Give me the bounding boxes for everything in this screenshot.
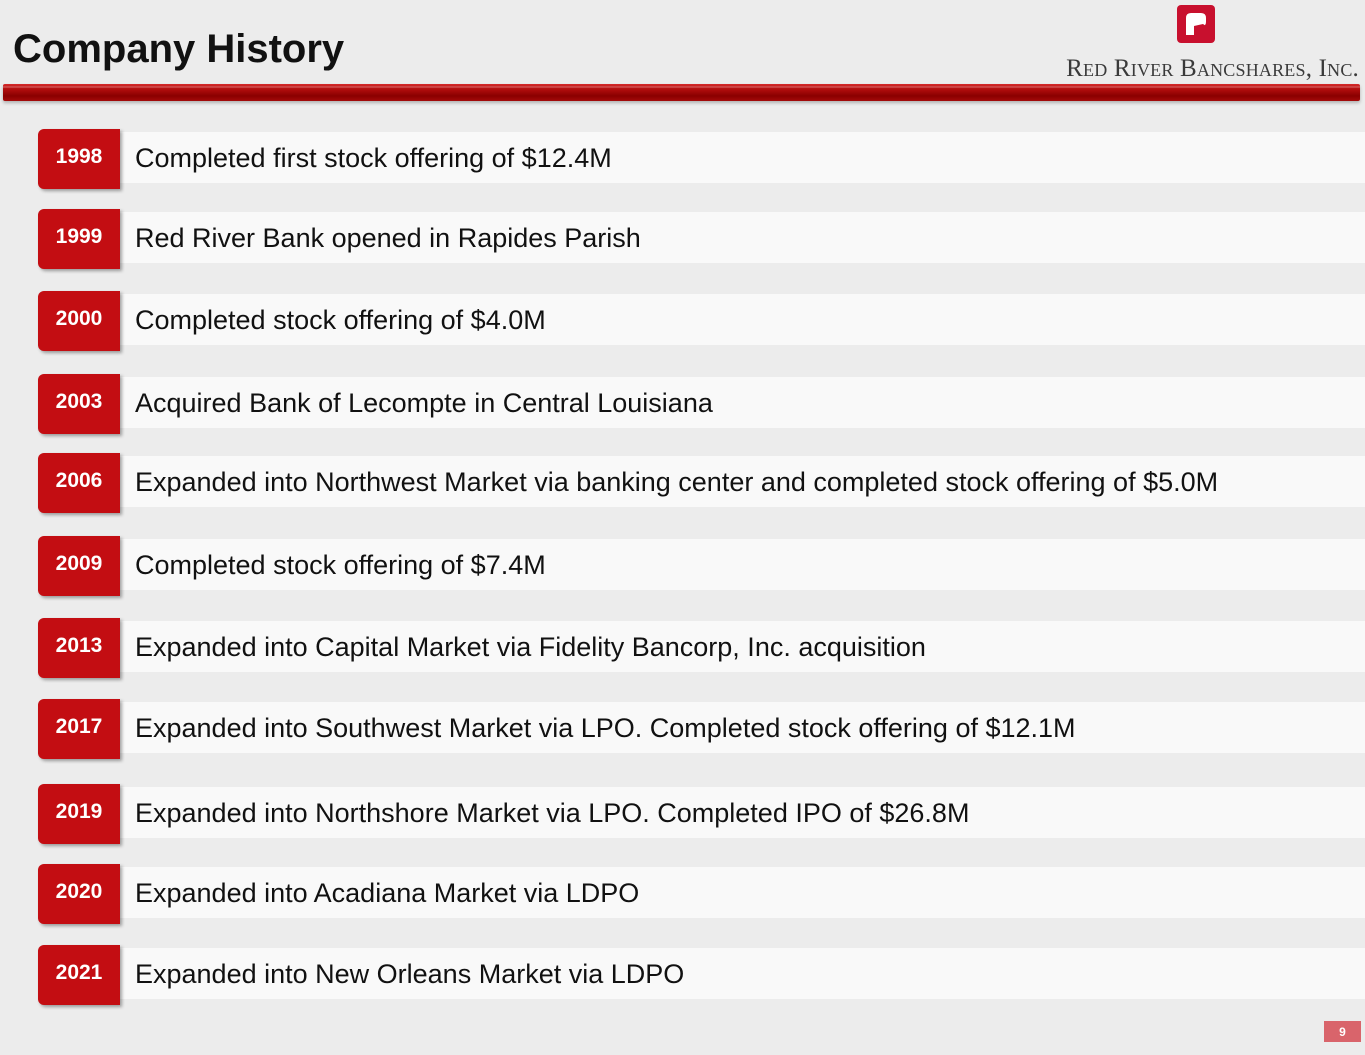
- timeline-row: 2006 Expanded into Northwest Market via b…: [0, 453, 1365, 515]
- year-badge: 2019: [38, 784, 120, 844]
- year-badge: 2000: [38, 291, 120, 351]
- year-badge: 2020: [38, 864, 120, 924]
- event-description: Expanded into Acadiana Market via LDPO: [135, 877, 640, 908]
- timeline-row: 2009 Completed stock offering of $7.4M: [0, 536, 1365, 598]
- timeline-row: 1998 Completed first stock offering of $1…: [0, 129, 1365, 191]
- event-description: Completed stock offering of $4.0M: [135, 304, 546, 335]
- year-badge: 2021: [38, 945, 120, 1005]
- timeline-row: 2019 Expanded into Northshore Market via …: [0, 784, 1365, 846]
- event-description: Red River Bank opened in Rapides Parish: [135, 222, 641, 253]
- timeline-row: 2013 Expanded into Capital Market via Fid…: [0, 618, 1365, 680]
- timeline-row: 2020 Expanded into Acadiana Market via LD…: [0, 864, 1365, 926]
- timeline-row: 2000 Completed stock offering of $4.0M: [0, 291, 1365, 353]
- company-name: Red River Bancshares, Inc.: [1066, 55, 1359, 82]
- timeline-row-bar: [80, 621, 1365, 672]
- event-description: Expanded into Northwest Market via banki…: [135, 466, 1219, 497]
- red-river-logo-icon: [1177, 5, 1215, 43]
- page-number: 9: [1324, 1021, 1361, 1042]
- header-divider: [3, 84, 1360, 101]
- page-title: Company History: [13, 27, 345, 71]
- year-badge: 1998: [38, 129, 120, 189]
- year-badge: 2013: [38, 618, 120, 678]
- event-description: Expanded into Northshore Market via LPO.…: [135, 797, 970, 828]
- timeline-row-bar: [80, 539, 1365, 590]
- timeline-row-bar: [80, 132, 1365, 183]
- year-badge: 1999: [38, 209, 120, 269]
- timeline-row-bar: [80, 294, 1365, 345]
- event-description: Acquired Bank of Lecompte in Central Lou…: [135, 387, 713, 418]
- year-badge: 2006: [38, 453, 120, 513]
- event-description: Expanded into Southwest Market via LPO. …: [135, 712, 1076, 743]
- event-description: Expanded into Capital Market via Fidelit…: [135, 631, 926, 662]
- event-description: Completed stock offering of $7.4M: [135, 549, 546, 580]
- timeline-row-bar: [80, 377, 1365, 428]
- timeline-row: 2017 Expanded into Southwest Market via L…: [0, 699, 1365, 761]
- timeline-row-bar: [80, 948, 1365, 999]
- event-description: Expanded into New Orleans Market via LDP…: [135, 958, 685, 989]
- timeline-row-bar: [80, 456, 1365, 507]
- timeline-row: 1999 Red River Bank opened in Rapides Par…: [0, 209, 1365, 271]
- timeline-row-bar: [80, 212, 1365, 263]
- timeline-row-bar: [80, 702, 1365, 753]
- year-badge: 2017: [38, 699, 120, 759]
- timeline-row-bar: [80, 787, 1365, 838]
- year-badge: 2009: [38, 536, 120, 596]
- timeline-row: 2003 Acquired Bank of Lecompte in Central…: [0, 374, 1365, 436]
- timeline-row-bar: [80, 867, 1365, 918]
- timeline-row: 2021 Expanded into New Orleans Market via…: [0, 945, 1365, 1007]
- year-badge: 2003: [38, 374, 120, 434]
- event-description: Completed first stock offering of $12.4M: [135, 142, 612, 173]
